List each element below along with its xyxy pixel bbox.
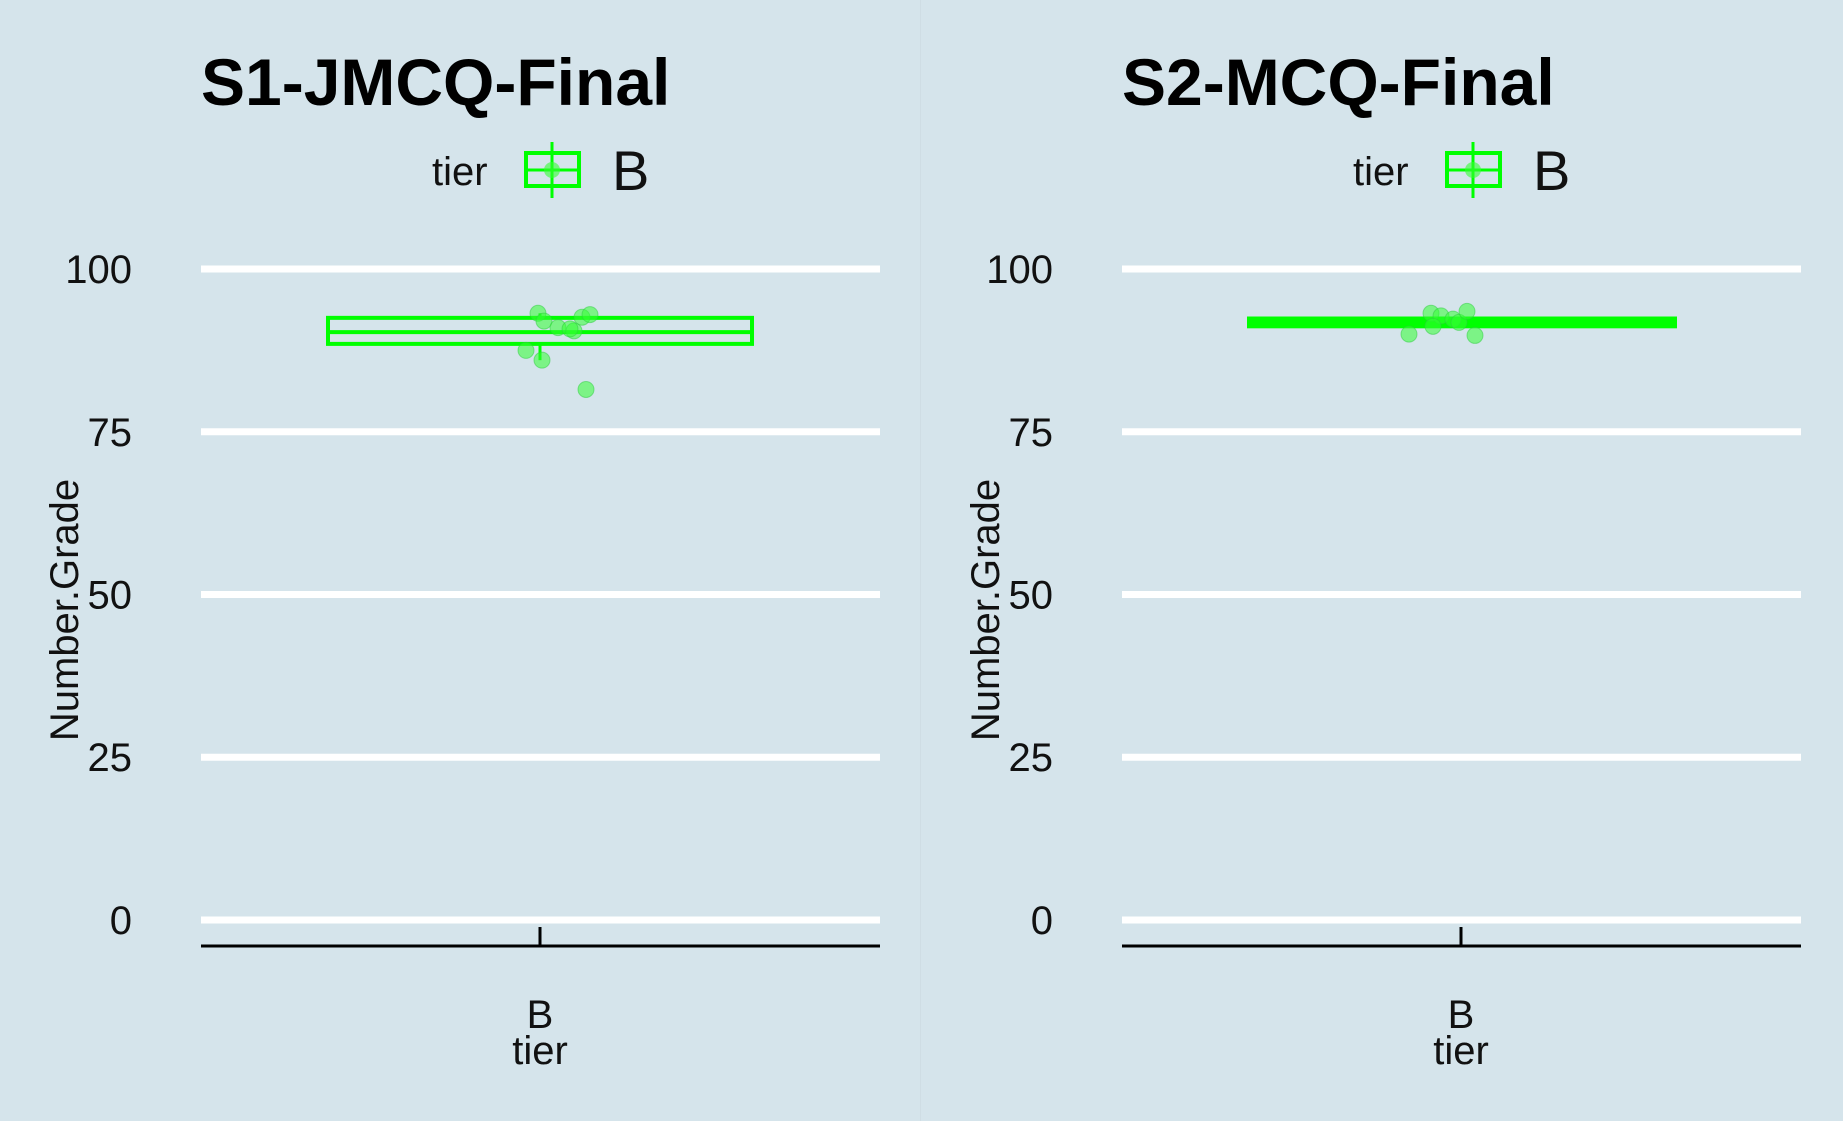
data-point	[1400, 325, 1418, 343]
chart-title: S2-MCQ-Final	[1122, 45, 1555, 119]
y-tick-label: 50	[88, 574, 133, 618]
data-point	[517, 341, 535, 359]
y-tick-label: 0	[110, 899, 132, 943]
x-axis-title: tier	[1433, 1029, 1489, 1073]
data-point	[535, 312, 553, 330]
y-tick-label: 100	[65, 248, 132, 292]
data-point	[1458, 302, 1476, 320]
data-point	[581, 306, 599, 324]
y-axis-title: Number.Grade	[43, 479, 87, 741]
y-tick-label: 0	[1031, 899, 1053, 943]
y-tick-label: 50	[1009, 574, 1054, 618]
chart-title: S1-JMCQ-Final	[201, 45, 670, 119]
data-point	[561, 320, 579, 338]
legend-point	[544, 162, 560, 178]
legend-entry: B	[612, 139, 649, 202]
legend-entry: B	[1533, 139, 1570, 202]
x-tick-label: B	[1448, 993, 1475, 1037]
data-point	[577, 380, 595, 398]
legend-key-box	[524, 142, 581, 198]
legend-title: tier	[432, 150, 488, 194]
legend-point	[1465, 162, 1481, 178]
legend-key-box	[1445, 142, 1502, 198]
legend-title: tier	[1353, 150, 1409, 194]
x-axis-title: tier	[512, 1029, 568, 1073]
data-point	[1466, 326, 1484, 344]
legend: tier B	[432, 139, 649, 202]
data-point	[533, 351, 551, 369]
y-tick-label: 25	[1009, 736, 1054, 780]
data-point	[1424, 317, 1442, 335]
y-tick-label: 75	[1009, 411, 1054, 455]
y-tick-label: 100	[986, 248, 1053, 292]
x-tick-label: B	[527, 993, 554, 1037]
legend: tier B	[1353, 139, 1570, 202]
y-tick-label: 25	[88, 736, 133, 780]
panel-divider	[920, 0, 921, 1121]
y-axis-title: Number.Grade	[964, 479, 1008, 741]
y-tick-label: 75	[88, 411, 133, 455]
